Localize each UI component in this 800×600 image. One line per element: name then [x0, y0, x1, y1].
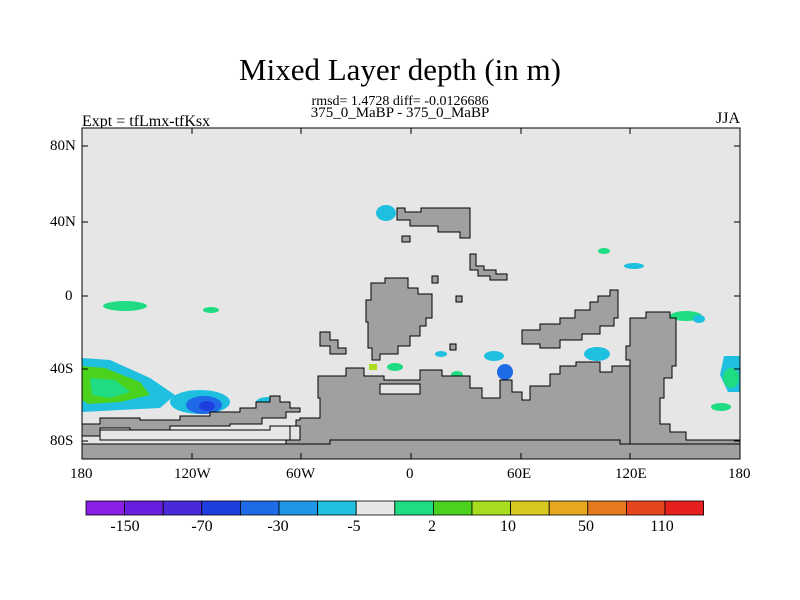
- colorbar-swatch: [510, 500, 550, 516]
- anomaly-patch-green: [90, 378, 130, 398]
- colorbar-swatch: [432, 500, 473, 516]
- land-island: [455, 295, 463, 303]
- lon-label: 60W: [286, 466, 316, 482]
- anomaly-patch-green: [203, 307, 219, 313]
- ocean-gap: [289, 425, 301, 441]
- colorbar-swatch: [664, 500, 704, 516]
- colorbar-swatch: [278, 500, 318, 516]
- colorbar-label: 2: [428, 518, 436, 535]
- experiment-names: 375_0_MaBP - 375_0_MaBP: [310, 105, 490, 121]
- land-central-america: [319, 331, 347, 355]
- colorbar-label: 110: [650, 518, 674, 535]
- anomaly-patch-cyan: [693, 315, 705, 323]
- anomaly-patch-blue: [497, 364, 513, 380]
- expt-label: Expt = tfLmx-tfKsx: [82, 113, 211, 130]
- land-antarctic-band: [285, 361, 631, 460]
- colorbar-label: 10: [500, 518, 516, 535]
- lat-label: 40S: [50, 361, 74, 377]
- lon-label: 180: [70, 466, 93, 482]
- colorbar-label: -70: [191, 518, 213, 535]
- land-south-america: [365, 277, 433, 361]
- anomaly-patch-cyan: [435, 351, 447, 357]
- map-title: Mixed Layer depth (in m): [239, 52, 561, 87]
- colorbar-swatch: [471, 500, 511, 516]
- anomaly-patch-blue: [199, 401, 215, 411]
- anomaly-patch-green: [598, 248, 610, 254]
- anomaly-patch-green: [103, 301, 147, 311]
- lat-label: 0: [65, 288, 73, 304]
- colorbar-swatch: [201, 500, 241, 516]
- colorbar-swatch: [355, 500, 396, 516]
- lon-ticks: [81, 128, 631, 459]
- lon-label: 60E: [507, 466, 532, 482]
- anomaly-patch-green: [711, 403, 731, 411]
- land-island: [401, 235, 411, 243]
- lat-label: 80N: [50, 138, 76, 154]
- lon-label: 180: [728, 466, 751, 482]
- ocean-gap: [379, 383, 421, 395]
- colorbar-swatch: [548, 500, 589, 516]
- stats-line: rmsd= 1.4728 diff= -0.0126686: [311, 94, 489, 109]
- lon-label: 120E: [615, 466, 647, 482]
- colorbar-swatch: [85, 500, 125, 516]
- anomaly-patch-cyan: [624, 263, 644, 269]
- lon-label: 0: [406, 466, 414, 482]
- colorbar-label: -30: [267, 518, 289, 535]
- anomaly-patch-cyan: [584, 347, 610, 361]
- lat-label: 80S: [50, 433, 74, 449]
- anomaly-patch-yellow: [369, 364, 377, 370]
- colorbar-swatch: [317, 500, 357, 516]
- colorbar-swatch: [626, 500, 666, 516]
- colorbar-swatch: [394, 500, 434, 516]
- land-island: [431, 275, 439, 284]
- colorbar-label: 50: [578, 518, 594, 535]
- land-southern-continent: [521, 289, 619, 349]
- lon-label: 120W: [174, 466, 211, 482]
- season-label: JJA: [715, 110, 740, 127]
- lat-ticks: [82, 145, 740, 442]
- colorbar-label: -5: [347, 518, 361, 535]
- land-masses: [81, 207, 741, 460]
- anomaly-patch-green: [723, 368, 739, 388]
- anomaly-patch-green: [387, 363, 403, 371]
- anomaly-patches: [82, 205, 740, 414]
- ocean-gaps: [99, 383, 421, 441]
- colorbar-swatch: [124, 500, 164, 516]
- lat-label: 40N: [50, 214, 76, 230]
- anomaly-patch-cyan: [484, 351, 504, 361]
- colorbar-swatch: [162, 500, 203, 516]
- colorbar-label: -150: [110, 518, 140, 535]
- land-eurasia: [396, 207, 471, 239]
- colorbar: [85, 500, 704, 516]
- land-island: [449, 343, 457, 351]
- land-arabia: [469, 253, 508, 281]
- colorbar-swatch: [239, 500, 280, 516]
- colorbar-swatch: [587, 500, 627, 516]
- anomaly-patch-blue: [376, 205, 396, 221]
